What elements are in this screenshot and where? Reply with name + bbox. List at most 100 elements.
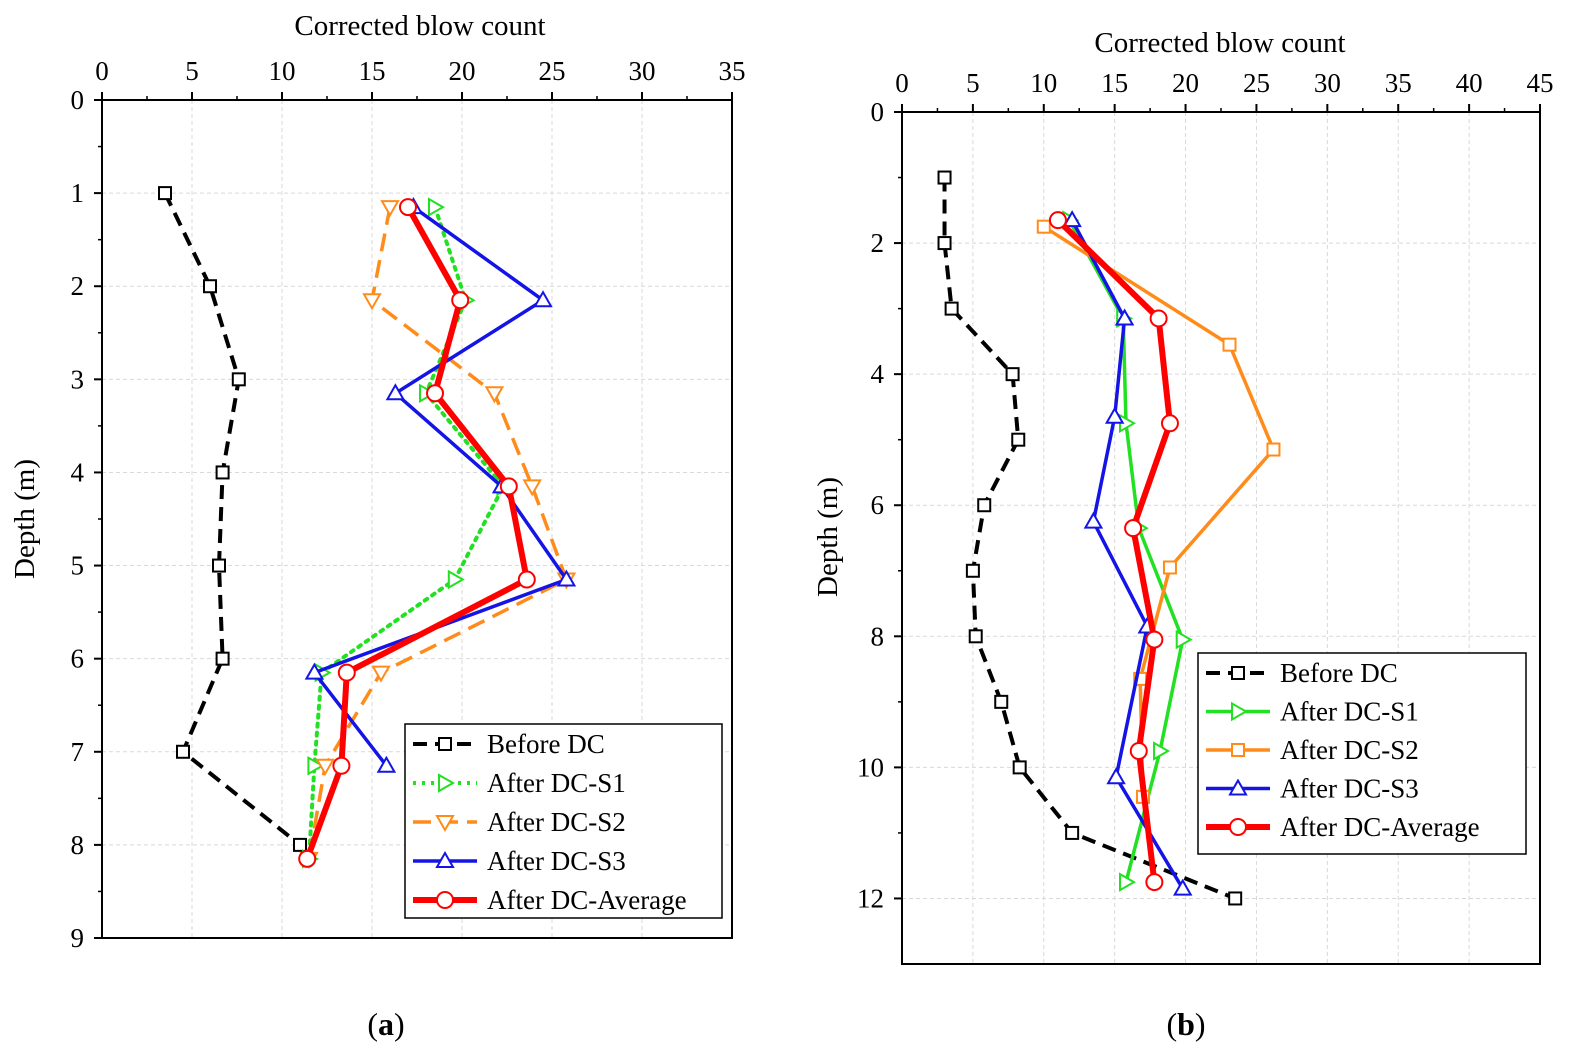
legend-label-s1: After DC-S1 — [487, 768, 626, 798]
data-point-average — [1124, 519, 1143, 538]
series-line-s2 — [307, 206, 569, 860]
legend-marker-s1 — [1231, 701, 1249, 722]
data-point-s3 — [1106, 767, 1126, 785]
data-point-s3 — [1114, 308, 1135, 326]
data-point-s2 — [1222, 337, 1237, 352]
data-point-average — [332, 756, 351, 775]
x-tick-label: 25 — [539, 56, 566, 86]
x-tick-label: 5 — [966, 68, 980, 98]
x-tick-label: 20 — [449, 56, 476, 86]
data-point-s2 — [380, 200, 400, 218]
ticks-b: 0 5 10 15 20 25 30 35 40 45 0 2 4 6 8 10 12 — [857, 68, 1554, 913]
legend-marker-s3 — [1228, 778, 1248, 796]
data-point-average — [1145, 873, 1164, 892]
data-point-before — [937, 170, 952, 185]
y-tick-label: 10 — [857, 752, 884, 782]
data-point-average — [298, 849, 317, 868]
data-point-s2 — [1162, 560, 1177, 575]
data-point-s2 — [522, 479, 542, 497]
legend-box — [1197, 652, 1527, 855]
data-point-before — [293, 837, 307, 852]
x-tick-label: 5 — [185, 56, 199, 86]
legend-marker-s1 — [438, 773, 456, 793]
panel-label-a: (a) — [367, 1006, 404, 1042]
x-axis-title-a: Corrected blow count — [294, 10, 545, 42]
legend-label-s3: After DC-S3 — [487, 846, 626, 876]
y-tick-label: 8 — [871, 621, 885, 651]
legend-b: Before DC After DC-S1 After DC-S2 After DC-… — [1197, 652, 1527, 855]
x-tick-label: 10 — [269, 56, 296, 86]
data-point-before — [1065, 825, 1080, 840]
chart-panel-b: 0 5 10 15 20 25 30 35 40 45 0 2 4 6 8 10 12 Corrected bl… — [812, 27, 1554, 1042]
y-axis-title-b: Depth (m) — [812, 477, 844, 597]
x-axis-title-b: Corrected blow count — [1094, 27, 1345, 59]
data-point-s2 — [1266, 442, 1281, 457]
data-point-s1 — [307, 756, 325, 776]
data-point-before — [1012, 760, 1027, 775]
data-point-s3 — [1062, 210, 1082, 228]
legend-a: Before DC After DC-S1 After DC-S2 After DC-… — [404, 723, 723, 919]
data-point-s3 — [304, 662, 325, 680]
data-point-before — [944, 301, 959, 316]
legend-marker-before — [438, 737, 452, 751]
x-tick-label: 15 — [1101, 68, 1128, 98]
data-point-s2 — [362, 293, 382, 311]
data-point-before — [158, 186, 172, 201]
series-line-s1 — [307, 205, 506, 861]
data-point-s3 — [376, 755, 397, 773]
panel-label-close-a: ) — [394, 1006, 405, 1042]
data-point-before — [203, 279, 217, 294]
panel-label-open-a: ( — [367, 1006, 378, 1042]
y-tick-label: 6 — [871, 490, 885, 520]
data-point-s3 — [1104, 406, 1125, 424]
legend-label-average: After DC-Average — [1280, 812, 1480, 842]
data-point-before — [1228, 891, 1243, 906]
data-point-before — [176, 744, 190, 759]
x-tick-label: 20 — [1172, 68, 1199, 98]
data-point-before — [937, 236, 952, 251]
data-point-s1 — [428, 197, 446, 217]
series-line-average — [304, 205, 530, 860]
panel-label-b: (b) — [1166, 1006, 1205, 1042]
y-tick-label: 12 — [857, 883, 884, 913]
data-point-s3 — [1083, 511, 1104, 529]
legend-label-s2: After DC-S2 — [1280, 735, 1419, 765]
y-tick-label: 3 — [71, 364, 85, 394]
data-point-s3 — [385, 383, 406, 401]
legend-marker-s2 — [1231, 743, 1245, 757]
panel-label-letter-b: b — [1177, 1006, 1195, 1042]
ticks-a: 0 5 10 15 20 25 30 35 0 1 2 3 4 5 6 7 8 9 — [71, 56, 746, 953]
panel-label-letter-a: a — [378, 1006, 394, 1042]
y-tick-label: 6 — [71, 644, 85, 674]
data-point-average — [1129, 742, 1148, 760]
data-point-s1 — [1119, 872, 1137, 892]
data-point-s1 — [1153, 741, 1171, 761]
y-tick-label: 1 — [71, 178, 85, 208]
x-tick-label: 30 — [1314, 68, 1341, 98]
data-point-before — [215, 651, 230, 666]
legend-label-before: Before DC — [487, 729, 605, 759]
data-point-s3 — [1172, 878, 1193, 896]
series-group-b — [937, 170, 1281, 906]
data-point-s2 — [484, 386, 505, 404]
y-tick-label: 0 — [871, 97, 885, 127]
legend-marker-average — [1229, 818, 1247, 836]
data-point-before — [977, 498, 992, 513]
data-point-average — [337, 663, 356, 682]
data-point-average — [517, 570, 536, 589]
data-point-before — [231, 372, 246, 387]
x-tick-label: 10 — [1030, 68, 1057, 98]
chart-panel-a: 0 5 10 15 20 25 30 35 0 1 2 3 4 5 6 7 8 9 Corrected blow … — [9, 10, 746, 1042]
legend-label-average: After DC-Average — [487, 885, 687, 915]
data-point-average — [1145, 630, 1164, 649]
legend-marker-s3 — [435, 850, 455, 868]
x-tick-label: 0 — [895, 68, 909, 98]
data-point-s1 — [447, 569, 465, 590]
y-tick-label: 2 — [71, 271, 85, 301]
x-tick-label: 15 — [359, 56, 386, 86]
x-tick-label: 0 — [95, 56, 109, 86]
legend-label-s2: After DC-S2 — [487, 807, 626, 837]
data-point-s2 — [371, 665, 391, 683]
data-point-average — [1048, 211, 1067, 230]
